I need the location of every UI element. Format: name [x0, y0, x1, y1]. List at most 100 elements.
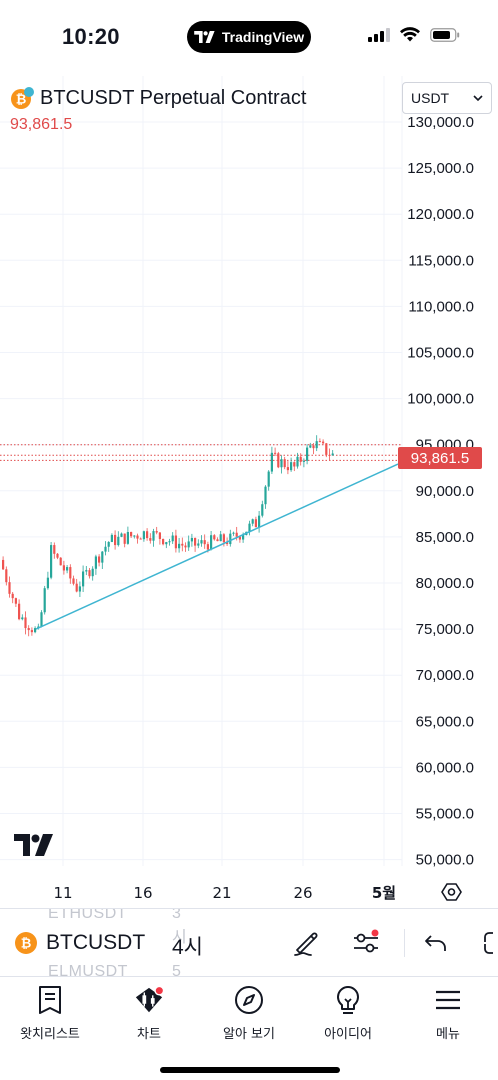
candle-body: [62, 565, 65, 571]
y-tick-label: 105,000.0: [407, 345, 474, 362]
candle-body: [75, 583, 78, 592]
candle-body: [11, 593, 14, 599]
candle-body: [85, 570, 88, 572]
undo-button[interactable]: [420, 927, 452, 959]
home-indicator: [160, 1067, 340, 1073]
candle-body: [312, 445, 315, 449]
menu-icon: [433, 985, 463, 1015]
candle-body: [27, 628, 30, 631]
nav-label-menu: 메뉴: [436, 1027, 460, 1042]
candle-body: [261, 504, 264, 516]
candle-body: [168, 541, 171, 543]
candle-body: [46, 577, 49, 589]
candle-body: [293, 462, 296, 467]
y-tick-label: 85,000.0: [416, 529, 474, 546]
candle-body: [331, 453, 334, 456]
candle-body: [216, 539, 219, 542]
candle-body: [226, 542, 229, 545]
candle-body: [309, 445, 312, 448]
candle-body: [56, 553, 59, 558]
nav-item-ideas[interactable]: 아이디어: [298, 985, 398, 1042]
candle-body: [184, 545, 187, 548]
candle-body: [165, 542, 168, 545]
candle-body: [318, 441, 321, 443]
candle-body: [123, 533, 126, 544]
indicators-button[interactable]: [350, 927, 382, 959]
candle-body: [181, 543, 184, 546]
candle-body: [197, 543, 200, 546]
symbol-selector[interactable]: ₿ BTCUSDT: [14, 931, 145, 955]
currency-select[interactable]: USDT: [402, 82, 492, 114]
pen-icon: [294, 932, 318, 956]
candle-body: [120, 533, 123, 537]
compass-icon: [234, 985, 264, 1015]
x-tick-label: 11: [53, 884, 72, 902]
nav-label-ideas: 아이디어: [324, 1027, 372, 1042]
candle-body: [117, 536, 120, 546]
nav-item-chart[interactable]: 차트: [99, 985, 199, 1042]
nav-label-chart: 차트: [137, 1027, 161, 1042]
symbol-title: BTCUSDT Perpetual Contract: [40, 86, 307, 109]
axis-settings-icon[interactable]: [441, 883, 462, 901]
candle-body: [229, 533, 232, 545]
candle-body: [325, 443, 328, 455]
candle-body: [248, 523, 251, 532]
y-tick-label: 130,000.0: [407, 114, 474, 131]
x-tick-label: 16: [133, 884, 152, 902]
candle-body: [306, 447, 309, 461]
status-time: 10:20: [62, 24, 120, 49]
candle-body: [82, 571, 85, 587]
candle-body: [34, 628, 37, 633]
candle-body: [187, 541, 190, 548]
ghost-symbol-below: ELMUSDT 5시: [48, 963, 181, 976]
interval-selector[interactable]: 4시: [172, 936, 203, 959]
candle-body: [139, 538, 142, 540]
x-tick-label: 5월: [372, 884, 396, 902]
candle-body: [264, 486, 267, 505]
candle-body: [142, 531, 145, 540]
chart-legend[interactable]: ₿ BTCUSDT Perpetual Contract: [10, 86, 306, 110]
candle-body: [267, 471, 270, 487]
nav-item-menu[interactable]: 메뉴: [398, 985, 498, 1042]
candle-body: [146, 531, 149, 539]
candle-body: [328, 454, 331, 456]
toolbar-divider: [404, 929, 405, 957]
tradingview-logo-icon: [194, 31, 215, 43]
drawing-tool-button[interactable]: [290, 927, 322, 959]
candle-body: [315, 441, 318, 449]
candle-body: [270, 452, 273, 472]
undo-icon: [425, 935, 446, 951]
candle-body: [104, 546, 107, 552]
fullscreen-icon: [484, 932, 493, 954]
sliders-icon: [354, 929, 379, 953]
nav-label-explore: 알아 보기: [223, 1027, 275, 1042]
tradingview-pill: TradingView: [187, 21, 311, 53]
candle-body: [155, 531, 158, 533]
svg-text:₿: ₿: [16, 93, 27, 108]
tradingview-watermark-icon[interactable]: [14, 834, 54, 856]
x-tick-label: 21: [212, 884, 231, 902]
ghost-symbol-above: ETHUSDT 3시: [48, 908, 187, 946]
candle-body: [133, 535, 136, 537]
price-tag: 93,861.5: [398, 447, 482, 469]
nav-item-explore[interactable]: 알아 보기: [199, 985, 299, 1042]
price-chart[interactable]: 130,000.0 125,000.0 120,000.0 115,000.0 110,…: [0, 76, 498, 908]
candle-body: [302, 460, 305, 462]
candle-body: [210, 535, 213, 550]
chart-area[interactable]: 130,000.0 125,000.0 120,000.0 115,000.0 110,…: [0, 76, 498, 908]
symbol-bar[interactable]: ETHUSDT 3시 ELMUSDT 5시 ₿ BTCUSDT 4시: [0, 908, 498, 976]
candle-body: [14, 598, 17, 604]
fullscreen-button[interactable]: [478, 927, 498, 959]
ghost-symbol-above-name: ETHUSDT: [48, 908, 128, 922]
candle-body: [158, 532, 161, 539]
candle-body: [24, 617, 27, 629]
candle-body: [299, 456, 302, 462]
ghost-symbol-below-interval: 5시: [172, 963, 182, 976]
candle-body: [136, 535, 139, 539]
nav-item-watchlist[interactable]: 왓치리스트: [0, 985, 100, 1042]
candle-body: [30, 630, 33, 633]
status-icons: [368, 27, 460, 42]
y-tick-label: 75,000.0: [416, 621, 474, 638]
y-tick-label: 125,000.0: [407, 160, 474, 177]
candle-body: [277, 453, 280, 468]
